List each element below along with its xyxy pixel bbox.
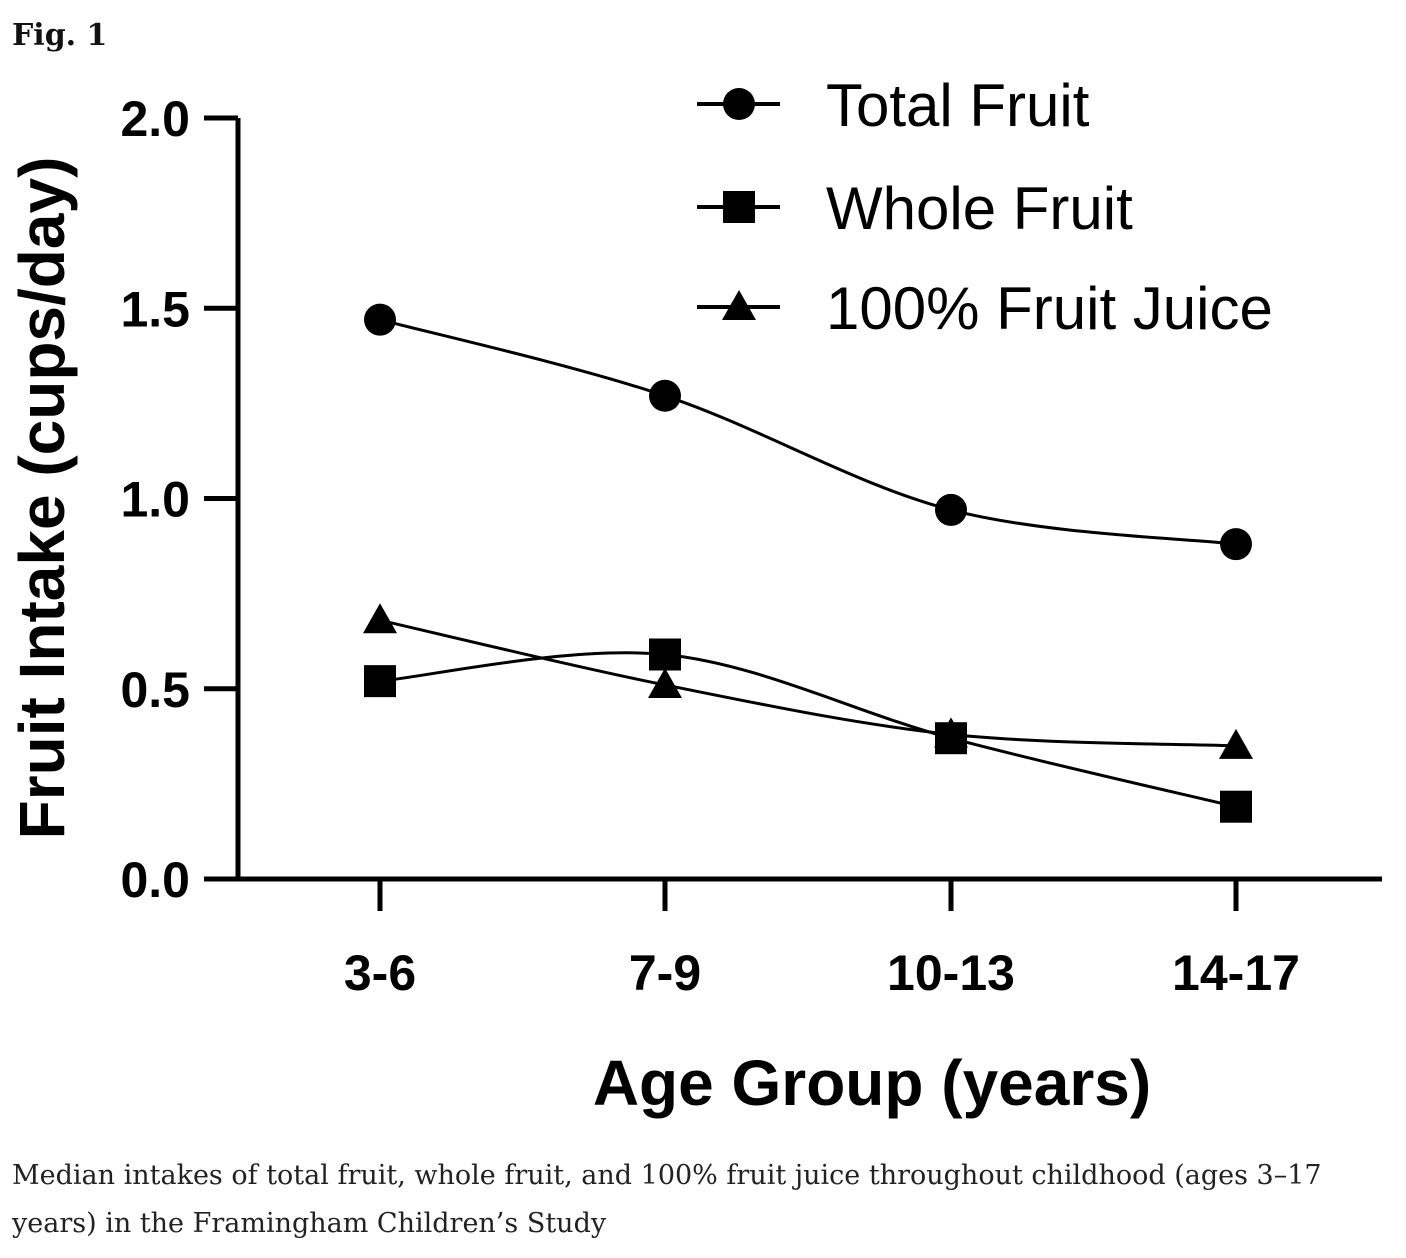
data-point-total-fruit (935, 493, 967, 526)
data-point-total-fruit (649, 379, 681, 412)
data-point-100-fruit-juice (648, 667, 682, 698)
series-line-total-fruit (379, 318, 1237, 546)
y-tick-label: 0.5 (120, 662, 190, 718)
y-tick-label: 2.0 (120, 91, 190, 147)
line-chart: 0.0 0.5 1.0 1.5 2.0 3-6 7-9 10-13 14-17 Total Fr… (6, 72, 1382, 1119)
legend-marker-whole-fruit (723, 191, 755, 223)
legend-marker-100-fruit-juice (722, 290, 756, 320)
x-tick-label: 3-6 (344, 945, 416, 1001)
x-tick-label: 14-17 (1172, 945, 1300, 1001)
legend-label-whole-fruit: Whole Fruit (826, 175, 1133, 242)
data-point-whole-fruit (1220, 790, 1252, 823)
y-axis-title: Fruit Intake (cups/day) (6, 157, 78, 840)
data-point-100-fruit-juice (1219, 728, 1253, 759)
data-point-total-fruit (364, 303, 396, 336)
y-tick-label: 1.0 (120, 472, 190, 528)
y-tick-label: 1.5 (120, 281, 190, 337)
y-tick-label: 0.0 (120, 852, 190, 908)
series-100-fruit-juice (363, 603, 1253, 759)
data-point-whole-fruit (364, 665, 396, 698)
x-tick-label: 10-13 (887, 945, 1015, 1001)
series-whole-fruit (364, 638, 1252, 823)
data-point-whole-fruit (649, 638, 681, 671)
chart-axes: 0.0 0.5 1.0 1.5 2.0 3-6 7-9 10-13 14-17 (120, 91, 1382, 1001)
chart-legend: Total Fruit Whole Fruit 100% Fruit Juice (697, 72, 1273, 342)
x-axis-title: Age Group (years) (593, 1047, 1151, 1119)
data-point-total-fruit (1220, 528, 1252, 561)
figure-caption: Median intakes of total fruit, whole fru… (12, 1160, 1322, 1239)
series-total-fruit (364, 303, 1252, 561)
legend-label-total-fruit: Total Fruit (826, 72, 1090, 139)
series-line-whole-fruit (379, 651, 1237, 809)
chart-series (363, 303, 1253, 823)
x-tick-label: 7-9 (629, 945, 701, 1001)
legend-label-100-fruit-juice: 100% Fruit Juice (826, 275, 1273, 342)
data-point-100-fruit-juice (363, 603, 397, 634)
data-point-100-fruit-juice (934, 717, 968, 748)
legend-entry-total-fruit: Total Fruit (697, 72, 1090, 139)
figure-label: Fig. 1 (12, 18, 108, 53)
legend-marker-total-fruit (723, 88, 755, 120)
legend-entry-whole-fruit: Whole Fruit (697, 175, 1133, 242)
series-line-100-fruit-juice (379, 618, 1237, 748)
legend-entry-100-fruit-juice: 100% Fruit Juice (697, 275, 1273, 342)
